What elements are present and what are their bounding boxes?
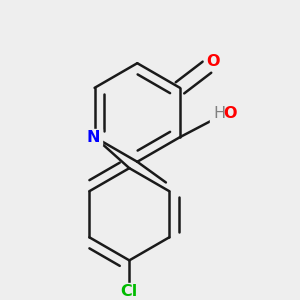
Text: N: N xyxy=(86,130,100,145)
Text: O: O xyxy=(224,106,237,122)
Bar xyxy=(117,283,141,299)
Bar xyxy=(204,53,221,69)
Bar xyxy=(84,129,102,146)
Text: Cl: Cl xyxy=(121,284,138,299)
Bar xyxy=(209,105,241,123)
Text: O: O xyxy=(206,54,220,69)
Text: H: H xyxy=(214,106,226,122)
